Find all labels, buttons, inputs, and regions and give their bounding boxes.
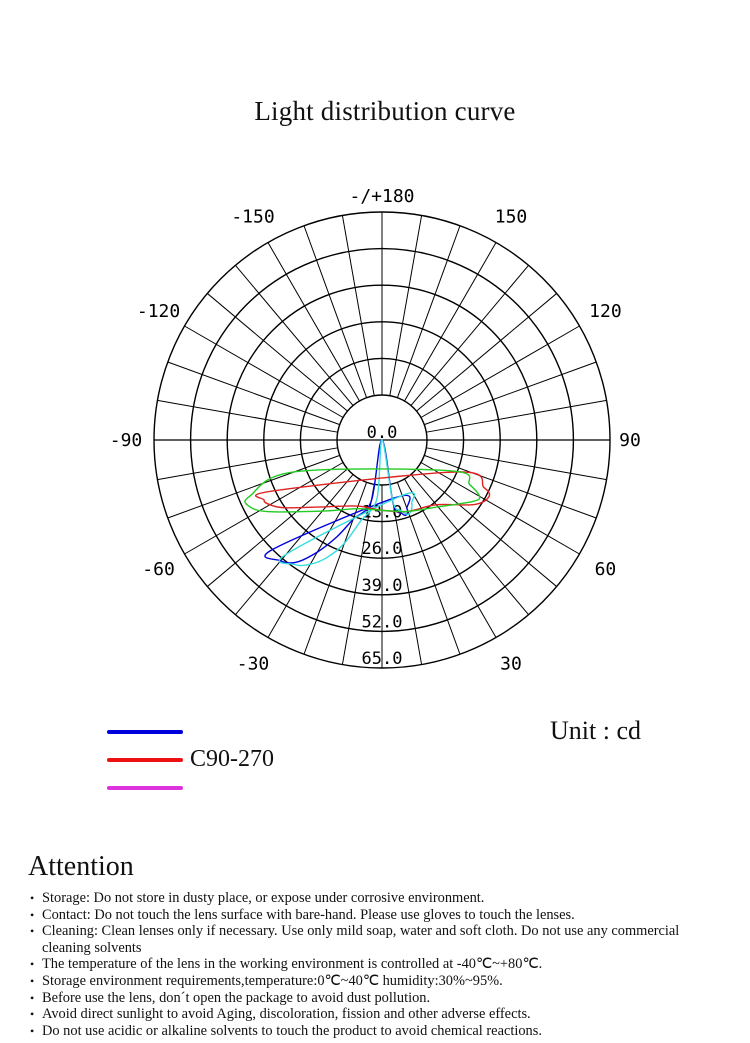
- grid-spoke: [420, 325, 580, 418]
- angle-tick-label: -120: [137, 301, 180, 322]
- grid-spoke: [426, 447, 607, 481]
- legend-label: C90-270: [190, 746, 274, 772]
- polar-chart: 0.0 13.0 26.0 39.0 52.0 65.0 -/+180 150 -150 120 -…: [110, 186, 641, 674]
- angle-tick-label: 150: [495, 207, 528, 228]
- grid-ring: [153, 211, 611, 669]
- grid-spoke: [389, 484, 423, 665]
- radial-tick-label: 52.0: [362, 612, 403, 632]
- grid-spoke: [404, 242, 497, 402]
- radial-tick-label: 26.0: [362, 539, 403, 559]
- grid-spoke: [167, 361, 340, 426]
- grid-spoke: [426, 399, 607, 433]
- grid-ring: [336, 394, 428, 486]
- grid-spoke: [416, 293, 557, 412]
- angle-tick-label: -60: [142, 559, 175, 580]
- grid-spoke: [410, 265, 529, 406]
- grid-spoke: [424, 454, 597, 519]
- angle-tick-label: -90: [110, 430, 143, 451]
- grid-spoke: [410, 474, 529, 615]
- grid-spoke: [184, 462, 344, 555]
- grid-spoke: [235, 265, 354, 406]
- radial-tick-label: 65.0: [362, 649, 403, 669]
- attention-item: Storage: Do not store in dusty place, or…: [30, 890, 730, 907]
- series-curve: [264, 439, 411, 564]
- radial-tick-label: 13.0: [362, 503, 403, 523]
- legend-swatch: [107, 730, 183, 734]
- angle-tick-label: -150: [231, 207, 274, 228]
- grid-spoke: [396, 225, 461, 398]
- attention-list: Storage: Do not store in dusty place, or…: [30, 890, 730, 1039]
- attention-item: Storage environment requirements,tempera…: [30, 973, 730, 990]
- attention-item: Contact: Do not touch the lens surface w…: [30, 907, 730, 924]
- grid-spoke: [389, 215, 423, 396]
- attention-item: The temperature of the lens in the worki…: [30, 956, 730, 973]
- grid-spoke: [267, 242, 360, 402]
- grid-spoke: [207, 468, 348, 587]
- legend-swatch: [107, 786, 183, 790]
- unit-label: Unit : cd: [550, 716, 641, 745]
- grid-spoke: [404, 478, 497, 638]
- angle-tick-label: 60: [595, 559, 617, 580]
- radial-tick-label: 39.0: [362, 576, 403, 596]
- attention-item: Cleaning: Clean lenses only if necessary…: [30, 923, 730, 956]
- series-curve: [278, 439, 416, 567]
- grid-spoke: [235, 474, 354, 615]
- attention-item: Before use the lens, don´t open the pack…: [30, 990, 730, 1007]
- attention-item: Do not use acidic or alkaline solvents t…: [30, 1023, 730, 1040]
- grid-spoke: [207, 293, 348, 412]
- grid-spoke: [184, 325, 344, 418]
- legend-swatch: [107, 758, 183, 762]
- angle-tick-label: 90: [619, 430, 641, 451]
- attention-title: Attention: [28, 851, 134, 882]
- grid-ring: [226, 284, 538, 596]
- grid-ring: [299, 357, 465, 523]
- angle-tick-label: 120: [589, 301, 622, 322]
- grid-ring: [189, 247, 575, 633]
- grid-spoke: [341, 484, 375, 665]
- angle-tick-label: 30: [500, 653, 522, 674]
- attention-item: Avoid direct sunlight to avoid Aging, di…: [30, 1006, 730, 1023]
- grid-spoke: [303, 225, 368, 398]
- grid-spoke: [416, 468, 557, 587]
- grid-spoke: [167, 454, 340, 519]
- grid-spoke: [420, 462, 580, 555]
- page-title: Light distribution curve: [254, 96, 516, 126]
- grid-spoke: [157, 447, 338, 481]
- grid-spoke: [157, 399, 338, 433]
- grid-spoke: [341, 215, 375, 396]
- angle-tick-label: -30: [237, 653, 270, 674]
- angle-tick-label: -/+180: [349, 186, 414, 207]
- grid-spoke: [267, 478, 360, 638]
- grid-spoke: [303, 482, 368, 655]
- grid-spoke: [424, 361, 597, 426]
- grid-ring: [263, 321, 501, 559]
- radial-tick-label: 0.0: [367, 423, 398, 443]
- series-curve: [244, 468, 481, 513]
